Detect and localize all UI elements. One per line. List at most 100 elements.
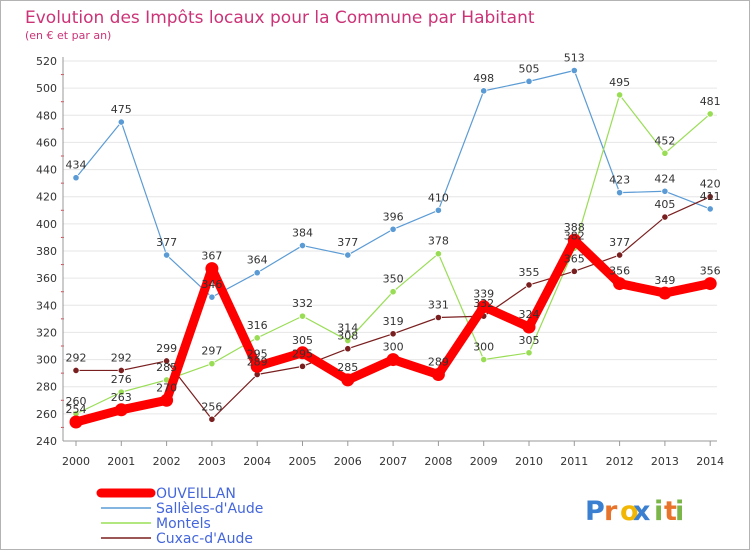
legend: OUVEILLANSallèles-d'AudeMontelsCuxac-d'A… (96, 486, 263, 547)
data-label: 339 (473, 288, 494, 301)
data-label: 423 (609, 174, 630, 187)
data-label: 364 (247, 254, 268, 267)
data-point (706, 193, 714, 201)
y-tick-label: 380 (36, 245, 57, 258)
y-tick-label: 480 (36, 109, 57, 122)
data-label: 305 (519, 334, 540, 347)
y-tick-label: 340 (36, 299, 57, 312)
data-point (525, 349, 533, 357)
data-point (298, 241, 307, 250)
data-label: 498 (473, 72, 494, 85)
data-point (658, 286, 672, 300)
data-label: 349 (654, 274, 675, 287)
logo-letter: x (633, 496, 650, 527)
data-label: 405 (654, 198, 675, 211)
data-point (615, 91, 624, 99)
data-label: 295 (292, 347, 313, 360)
data-label: 316 (247, 319, 268, 332)
x-tick-label: 2003 (198, 455, 226, 468)
x-tick-label: 2009 (470, 455, 498, 468)
data-label: 292 (111, 351, 132, 364)
data-point (163, 251, 171, 259)
data-point (163, 357, 171, 365)
data-point (344, 251, 352, 259)
data-point (525, 77, 533, 85)
data-label: 382 (564, 229, 585, 242)
x-tick-label: 2010 (515, 455, 543, 468)
data-point (117, 366, 125, 375)
data-label: 356 (700, 265, 721, 278)
data-point (208, 293, 216, 301)
legend-label: Cuxac-d'Aude (156, 531, 253, 547)
data-point (72, 366, 80, 375)
chart-title: Evolution des Impôts locaux pour la Comm… (25, 8, 535, 28)
data-label: 367 (201, 250, 222, 263)
x-tick-label: 2006 (334, 455, 362, 468)
data-point (480, 87, 488, 95)
data-point (567, 233, 581, 247)
data-label: 285 (156, 361, 177, 374)
data-point (434, 250, 442, 258)
data-point (661, 213, 669, 221)
data-label: 299 (156, 342, 177, 355)
data-label: 289 (247, 356, 268, 369)
logo-letter: P (585, 496, 605, 527)
data-label: 481 (700, 95, 721, 108)
data-point (615, 251, 624, 259)
data-label: 346 (201, 278, 222, 291)
y-tick-label: 360 (36, 272, 57, 285)
x-tick-label: 2000 (62, 455, 90, 468)
data-label: 289 (428, 356, 449, 369)
logo-letter: o (620, 496, 639, 527)
data-label: 434 (66, 159, 87, 172)
y-tick-label: 500 (36, 82, 57, 95)
legend-label: Montels (156, 516, 211, 532)
data-point (703, 277, 717, 291)
data-point (570, 267, 578, 275)
chart-subtitle: (en € et par an) (25, 29, 111, 42)
data-label: 308 (337, 330, 358, 343)
data-point (389, 225, 397, 233)
data-label: 355 (519, 266, 540, 279)
data-point (615, 189, 624, 197)
data-point (386, 353, 400, 367)
axes: 240 260 280 300 320 340 360 380 400 420 440 460 480 5… (36, 55, 724, 468)
data-labels: 434 475 377 346 364 384 377 396 410 498 505 513 423 4… (66, 52, 721, 417)
logo-letter: t (664, 496, 677, 527)
data-label: 411 (700, 190, 721, 203)
data-label: 420 (700, 178, 721, 191)
data-point (114, 403, 128, 417)
data-label: 377 (156, 236, 177, 249)
data-point (69, 415, 83, 429)
legend-label: OUVEILLAN (156, 486, 236, 502)
data-label: 276 (111, 373, 132, 386)
data-point (296, 346, 309, 360)
data-point (434, 206, 442, 214)
x-tick-label: 2001 (107, 455, 135, 468)
data-point (570, 66, 578, 75)
data-label: 396 (383, 210, 404, 223)
data-label: 356 (609, 265, 630, 278)
data-point (706, 110, 714, 118)
data-point (250, 359, 264, 373)
y-tick-label: 420 (36, 191, 57, 204)
data-label: 319 (383, 315, 404, 328)
data-point (341, 373, 355, 387)
y-tick-label: 280 (36, 381, 57, 394)
logo-letter: r (604, 496, 618, 527)
y-tick-label: 520 (36, 55, 57, 68)
x-tick-label: 2004 (243, 455, 271, 468)
data-point (431, 368, 445, 381)
data-label: 350 (383, 273, 404, 286)
data-label: 263 (111, 391, 132, 404)
x-tick-label: 2012 (606, 455, 634, 468)
data-label: 332 (292, 297, 313, 310)
data-label: 365 (564, 252, 585, 265)
data-label: 452 (654, 134, 675, 147)
data-label: 331 (428, 299, 449, 312)
data-label: 475 (111, 103, 132, 116)
data-point (117, 388, 125, 396)
data-point (298, 312, 307, 320)
